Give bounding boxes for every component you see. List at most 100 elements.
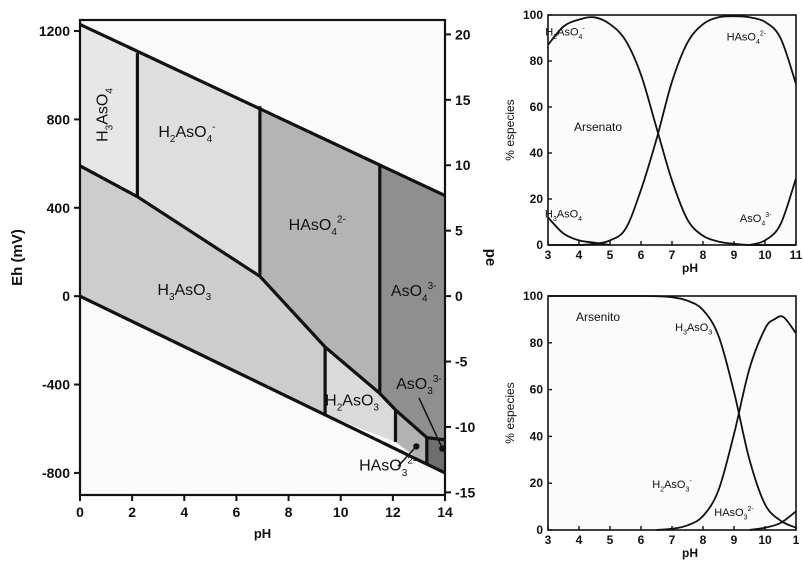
x-tick-label: 5 — [607, 533, 614, 547]
y-tick-label: 60 — [530, 100, 544, 114]
series-label: H2AsO3- — [652, 478, 692, 494]
y2-tick-label: 10 — [455, 157, 471, 173]
series-label: H3AsO3 — [675, 322, 712, 337]
y-tick-label: 80 — [530, 54, 544, 68]
species-label: H2AsO3- — [325, 390, 382, 413]
x-tick-label: 6 — [638, 533, 645, 547]
region-haso42- — [259, 106, 380, 394]
x-tick-label: 6 — [233, 504, 241, 520]
x-tick-label: 1 — [793, 533, 800, 547]
y-tick-label: 0 — [62, 288, 70, 304]
y-tick-label: 40 — [530, 429, 544, 443]
y2-axis-label: pe — [482, 249, 499, 267]
x-tick-label: 8 — [700, 248, 707, 262]
y2-tick-label: -15 — [455, 484, 475, 500]
y2-tick-label: 5 — [455, 223, 463, 239]
series-line — [749, 510, 797, 531]
series-line — [547, 216, 611, 246]
region-h3aso3 — [80, 165, 326, 415]
y-tick-label: 1200 — [39, 23, 70, 39]
y-tick-label: 40 — [530, 146, 544, 160]
x-tick-label: 12 — [385, 504, 401, 520]
species-label: HAsO32- — [359, 455, 416, 478]
x-tick-label: 0 — [76, 504, 84, 520]
series-label: HAsO42- — [727, 30, 767, 46]
x-tick-label: 9 — [731, 533, 738, 547]
y-tick-label: -800 — [42, 465, 70, 481]
series-label: H2AsO4- — [545, 26, 585, 42]
region-h3aso4 — [80, 24, 138, 197]
y-axis-label: Eh (mV) — [9, 229, 26, 286]
y-tick-label: 20 — [530, 192, 544, 206]
region-haso32- — [395, 409, 427, 466]
x-tick-label: 4 — [576, 533, 583, 547]
species-label: H3AsO3 — [157, 282, 211, 303]
series-line — [749, 178, 797, 246]
species-label: H3AsO4 — [94, 88, 115, 142]
x-tick-label: 10 — [333, 504, 349, 520]
x-tick-label: 2 — [128, 504, 136, 520]
y2-tick-label: 15 — [455, 92, 471, 108]
x-tick-label: 8 — [700, 533, 707, 547]
x-tick-label: 9 — [731, 248, 738, 262]
plot-frame — [78, 18, 447, 497]
x-tick-label: 7 — [669, 248, 676, 262]
x-tick-label: 14 — [437, 504, 453, 520]
species-label: H2AsO4- — [158, 122, 215, 145]
series-label: AsO43- — [740, 212, 772, 228]
region-aso43- — [379, 165, 445, 440]
x-axis-label: pH — [682, 546, 698, 560]
x-tick-label: 10 — [758, 248, 772, 262]
plot-area — [548, 296, 796, 530]
arrow-tip — [413, 443, 420, 450]
series-label: HAsO32- — [714, 506, 754, 522]
x-tick-label: 3 — [545, 248, 552, 262]
annotation-arrow — [418, 397, 444, 449]
eh-ph-diagram: 0 2 4 6 8 10 12 14 1200 800 400 0 -400 -800 20 15 10 5 0 -5… — [9, 18, 499, 541]
y-tick-label: 0 — [536, 523, 543, 537]
series-line — [656, 315, 797, 531]
x-tick-label: 11 — [790, 248, 803, 262]
y-axis-label: % especies — [503, 382, 517, 443]
x-tick-label: 3 — [545, 533, 552, 547]
y-tick-label: 80 — [530, 336, 544, 350]
y-axis-label: % especies — [503, 99, 517, 160]
x-tick-label: 8 — [285, 504, 293, 520]
annotation-arrow — [397, 445, 417, 467]
species-label: HAsO42- — [289, 215, 346, 238]
x-tick-label: 10 — [758, 533, 772, 547]
y-tick-label: 0 — [536, 238, 543, 252]
boundary-line — [79, 294, 446, 475]
x-tick-label: 6 — [638, 248, 645, 262]
x-tick-label: 4 — [180, 504, 188, 520]
boundary-line — [79, 22, 446, 198]
plot-area — [548, 15, 796, 245]
arsenato-speciation-chart: 3 4 5 6 7 8 9 10 11 0 20 40 60 80 100 pH % especies Arsen… — [503, 8, 803, 275]
region-h2aso3- — [325, 347, 396, 442]
species-label: AsO33- — [396, 374, 442, 397]
region-below-water — [80, 296, 445, 495]
y2-tick-label: -10 — [455, 419, 475, 435]
y-tick-label: 400 — [47, 200, 71, 216]
x-axis-label: pH — [682, 261, 698, 275]
y2-tick-label: 0 — [455, 288, 463, 304]
boundary-line — [79, 164, 446, 442]
y2-tick-label: -5 — [455, 354, 468, 370]
species-label: AsO43- — [391, 281, 437, 304]
region-h2aso4- — [137, 53, 260, 277]
x-axis-label: pH — [254, 526, 271, 541]
x-tick-label: 4 — [576, 248, 583, 262]
chart-title: Arsenato — [574, 120, 622, 134]
chart-title: Arsenito — [576, 310, 620, 324]
x-tick-label: 7 — [669, 533, 676, 547]
x-tick-label: 5 — [607, 248, 614, 262]
y-tick-label: 100 — [523, 289, 543, 303]
y-tick-label: 60 — [530, 383, 544, 397]
y-tick-label: 800 — [47, 111, 71, 127]
y-tick-label: 100 — [523, 8, 543, 22]
series-label: H3AsO4 — [545, 208, 582, 223]
y-tick-label: -400 — [42, 377, 70, 393]
y-tick-label: 20 — [530, 476, 544, 490]
